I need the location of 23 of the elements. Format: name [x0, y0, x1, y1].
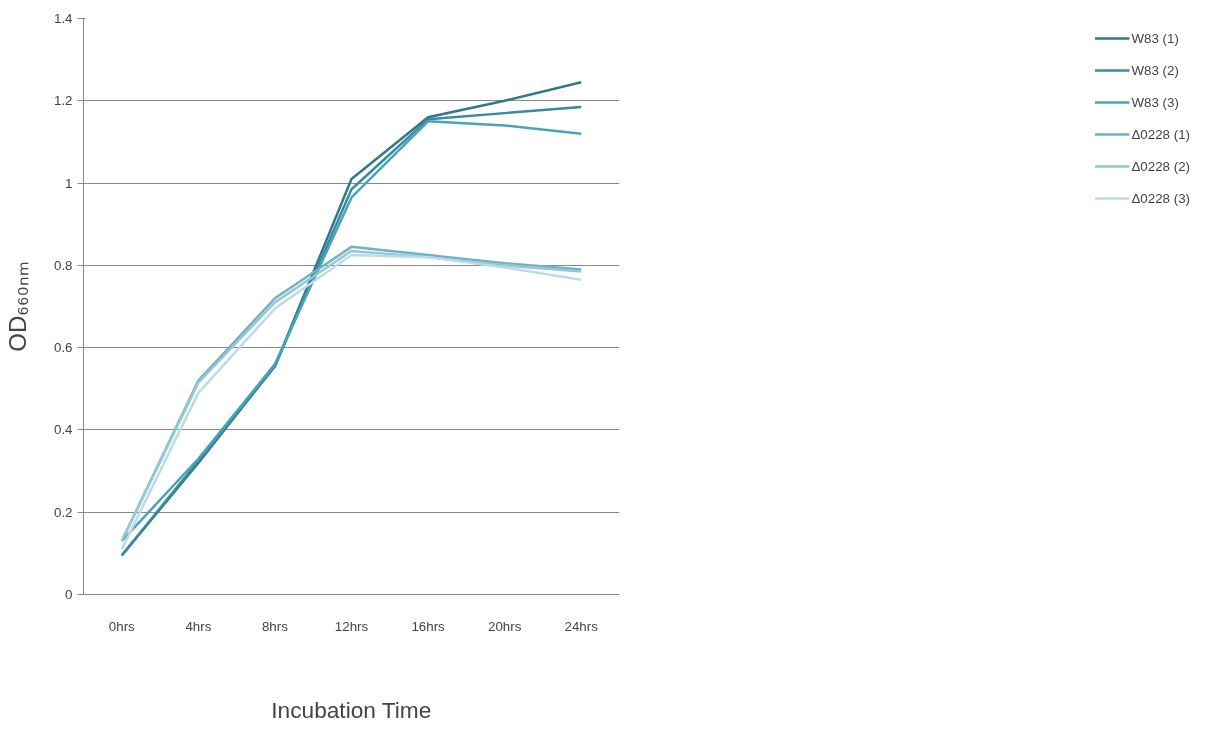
- y-tick-label: 0.8: [53, 257, 73, 273]
- y-tick-label: 0.6: [53, 340, 73, 356]
- x-tick-label: 8hrs: [261, 618, 289, 634]
- legend-label: W83 (3): [1131, 94, 1179, 110]
- x-tick-label: 0hrs: [108, 618, 136, 634]
- x-axis-title: Incubation Time: [271, 696, 432, 723]
- legend-label: W83 (2): [1131, 62, 1179, 78]
- x-tick-label: 4hrs: [185, 618, 212, 634]
- x-tick-label: 20hrs: [487, 618, 522, 634]
- y-axis-title: OD₆₆₀ₙₘ: [3, 261, 31, 352]
- y-tick-label: 1.2: [53, 93, 73, 109]
- y-tick-label: 0.2: [53, 504, 73, 520]
- y-tick-label: 1: [65, 175, 73, 191]
- legend-label: Δ0228 (1): [1131, 126, 1190, 142]
- x-tick-label: 16hrs: [411, 618, 446, 634]
- legend-label: Δ0228 (3): [1131, 190, 1190, 206]
- y-tick-label: 0: [65, 587, 73, 602]
- legend-label: Δ0228 (2): [1131, 158, 1190, 174]
- x-tick-label: 12hrs: [334, 618, 369, 634]
- y-tick-label: 1.4: [53, 11, 74, 26]
- y-tick-label: 0.4: [53, 422, 74, 438]
- x-tick-label: 24hrs: [564, 618, 599, 634]
- legend-label: W83 (1): [1131, 30, 1179, 46]
